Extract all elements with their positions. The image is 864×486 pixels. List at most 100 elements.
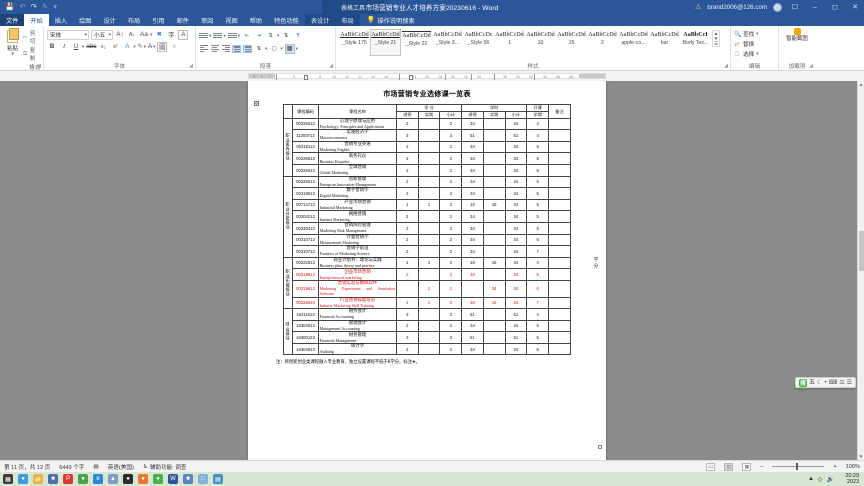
table-move-handle[interactable]: ✥: [254, 101, 259, 106]
table-row[interactable]: 职业拓展模块 00322813 商业计划书：理论与实践 Business plan…: [283, 256, 571, 310]
chevron-down-icon[interactable]: ▾: [280, 45, 283, 51]
menu-icon[interactable]: ☰: [846, 380, 852, 386]
app4-icon[interactable]: ▤: [213, 474, 223, 484]
phonetic-guide-icon[interactable]: 字: [168, 32, 175, 39]
app2-icon[interactable]: ■: [183, 474, 193, 484]
cut-button[interactable]: ✂ 剪切: [22, 29, 40, 45]
tray-chevron-icon[interactable]: ▲: [807, 476, 814, 482]
tab-home[interactable]: 开始: [24, 14, 49, 26]
align-right-icon[interactable]: [221, 45, 230, 53]
tab-layout[interactable]: 布局: [127, 17, 141, 25]
clear-all-formatting-icon[interactable]: ○: [172, 43, 177, 50]
ribbon-display-options-icon[interactable]: ☐: [791, 4, 799, 11]
chevron-down-icon[interactable]: ▾: [237, 32, 240, 38]
tab-help[interactable]: 帮助: [249, 17, 263, 25]
edge-icon[interactable]: e: [93, 474, 103, 484]
chevron-down-icon[interactable]: ▾: [209, 32, 212, 38]
bullets-icon[interactable]: [199, 32, 208, 40]
table-row[interactable]: 00318113 营销专业英语 Marketing English 2 2 34 …: [284, 140, 571, 154]
underline-icon[interactable]: U: [73, 43, 79, 50]
style-item[interactable]: AaBbCcDd _Style 21: [370, 29, 401, 56]
dot-icon[interactable]: •: [824, 379, 827, 386]
style-item[interactable]: AaBbCcDd 1: [494, 29, 525, 56]
table-row[interactable]: 职业技能模块 00326013 创新管理 Enterprise Innovatio…: [283, 175, 571, 258]
subscript-icon[interactable]: x₂: [100, 43, 106, 50]
store-icon[interactable]: ■: [48, 474, 58, 484]
shrink-font-icon[interactable]: A↓: [128, 31, 136, 38]
paste-button[interactable]: 粘贴 ▾: [3, 28, 22, 57]
accessibility-status[interactable]: ♿ 辅助功能: 调查: [143, 463, 187, 471]
tab-file[interactable]: 文件: [0, 14, 25, 26]
start-icon[interactable]: ▦: [3, 474, 13, 484]
table-row[interactable]: 16300123 财务管理 Financial Management 3 3 51…: [284, 331, 571, 344]
taskbar-clock[interactable]: 20:29 2023: [846, 473, 860, 485]
app3-icon[interactable]: □: [198, 474, 208, 484]
tell-me-search[interactable]: 💡 操作说明搜索: [360, 14, 415, 26]
keyboard-icon[interactable]: ⌨: [828, 380, 838, 386]
scroll-up-icon[interactable]: ▲: [858, 82, 864, 87]
borders-icon[interactable]: ▦: [284, 43, 295, 54]
warning-icon[interactable]: ⚠: [695, 4, 702, 11]
distribute-icon[interactable]: [243, 44, 252, 53]
app-icon[interactable]: ●: [123, 474, 133, 484]
courses-table[interactable]: 课程编码 课程名称 学 分 学时 开课 备注 讲授 实践 小计 讲授 实践 小计…: [283, 104, 571, 356]
toolbox-icon[interactable]: ⚖: [839, 380, 845, 386]
sogou-logo-icon[interactable]: 搜: [799, 378, 808, 387]
align-left-icon[interactable]: [199, 45, 208, 53]
word-icon[interactable]: W: [168, 474, 178, 484]
vertical-scrollbar[interactable]: ▲ ▼: [857, 81, 864, 460]
tab-special-features[interactable]: 特色功能: [274, 17, 299, 25]
addins-dialog-launcher[interactable]: ◢: [809, 63, 813, 69]
show-formatting-marks-icon[interactable]: ¶: [296, 32, 300, 39]
moon-icon[interactable]: ☾: [817, 380, 823, 386]
style-item[interactable]: AaBbCcDd bar: [649, 29, 680, 56]
copy-button[interactable]: ⧉ 复制: [22, 46, 40, 62]
word-count[interactable]: 6449 个字: [59, 464, 85, 471]
tab-design[interactable]: 设计: [103, 17, 116, 25]
network-icon[interactable]: ◇: [817, 476, 823, 483]
zoom-level[interactable]: 100%: [845, 463, 860, 470]
justify-icon[interactable]: [232, 44, 241, 53]
style-item[interactable]: AaBbCcDd apple-co...: [618, 29, 649, 56]
save-icon[interactable]: 💾: [5, 2, 15, 12]
volume-icon[interactable]: 🔊: [826, 476, 834, 483]
replace-button[interactable]: ⇄ 替换: [734, 39, 754, 49]
chevron-down-icon[interactable]: ▾: [276, 32, 280, 38]
table-row[interactable]: 00326613 全球营销 Global Marketing 2 2 34 34 …: [284, 163, 571, 177]
web-layout-button[interactable]: ▦: [742, 462, 752, 471]
read-mode-button[interactable]: 📖: [706, 462, 716, 471]
input-mode-icon[interactable]: 五: [809, 379, 816, 386]
style-item[interactable]: AaBbCcDd 10: [525, 29, 556, 56]
table-row[interactable]: 00310713 营销学前沿 Frontiers of Marketing Sci…: [284, 245, 571, 258]
wechat-icon[interactable]: ●: [153, 474, 163, 484]
styles-gallery-scroll[interactable]: ▲ ▼ ☰: [712, 30, 720, 47]
font-dialog-launcher[interactable]: ◢: [189, 63, 193, 69]
table-row[interactable]: 00330413 营销风险管理 Marketing Risk Management…: [284, 221, 571, 235]
ime-toolbar[interactable]: 搜 五 ☾ • ⌨ ⚖ ☰: [795, 377, 856, 388]
clipboard-dialog-launcher[interactable]: ◢: [37, 63, 41, 69]
align-center-icon[interactable]: [210, 45, 219, 53]
strikethrough-icon[interactable]: abc: [86, 43, 97, 50]
find-button[interactable]: 🔍 查找 ▾: [734, 29, 759, 39]
smart-screenshot-button[interactable]: 智能截图: [784, 28, 810, 42]
scrollbar-thumb[interactable]: [859, 231, 864, 271]
tab-review[interactable]: 审阅: [201, 17, 214, 25]
chevron-down-icon[interactable]: ▾: [150, 31, 153, 37]
chevron-up-icon[interactable]: ▲: [713, 31, 719, 36]
style-item[interactable]: AaBbCcDd _Style 3...: [432, 29, 463, 56]
paragraph-dialog-launcher[interactable]: ◢: [329, 63, 333, 69]
decrease-indent-icon[interactable]: ⇤: [244, 32, 250, 39]
indent-marker[interactable]: [304, 74, 308, 80]
sort-az-icon[interactable]: ⇅: [283, 32, 289, 39]
chevron-down-icon[interactable]: ▾: [152, 43, 156, 49]
table-row[interactable]: 16304013 管理会计 Management Accounting 2 2 3…: [284, 319, 571, 333]
search-icon[interactable]: ●: [18, 474, 28, 484]
style-item[interactable]: AaBbCcDd _Style 175: [339, 29, 370, 56]
avatar[interactable]: [773, 2, 782, 12]
zoom-slider[interactable]: [772, 463, 825, 471]
table-row[interactable]: 00319613 数字营销学 Digital Marketing 2 2 34 3…: [284, 187, 571, 200]
text-highlight-icon[interactable]: ✎: [137, 43, 143, 50]
shading-icon[interactable]: ▢: [271, 45, 277, 52]
close-button[interactable]: ✕: [852, 4, 858, 11]
tab-references[interactable]: 引用: [152, 17, 165, 25]
